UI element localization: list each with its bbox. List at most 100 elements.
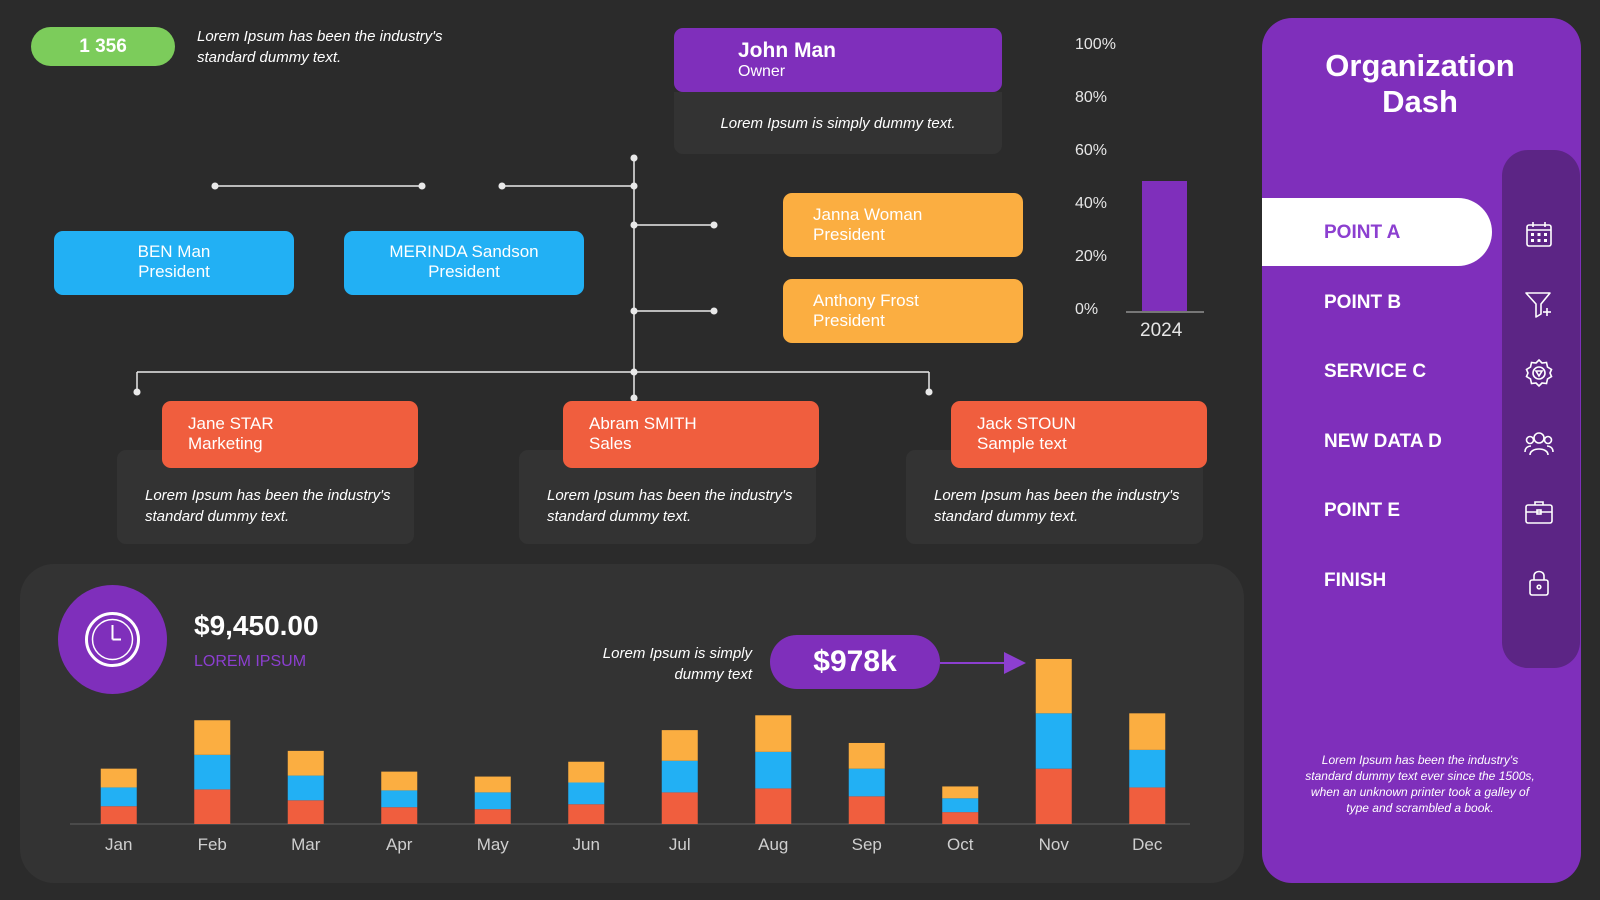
department-name: Jane STAR — [188, 414, 274, 433]
sidebar-item-finish[interactable]: FINISH — [1324, 570, 1387, 591]
x-tick-label: Jul — [669, 835, 691, 854]
mini-tick-label: 40% — [1075, 195, 1108, 212]
bar-nov-segment-3 — [1035, 658, 1072, 714]
bar-jul-segment-2 — [661, 760, 698, 793]
x-tick-label: Dec — [1132, 835, 1163, 854]
department-card-abram[interactable]: Abram SMITH Sales — [563, 401, 819, 468]
bar-jan-segment-2 — [100, 787, 137, 807]
bar-oct-segment-1 — [942, 812, 979, 824]
bar-apr-segment-1 — [381, 807, 418, 824]
president-card-ben[interactable]: BEN Man President — [54, 231, 294, 295]
mini-bar-2024 — [1142, 181, 1187, 311]
bar-aug-segment-3 — [755, 715, 792, 752]
x-tick-label: Apr — [386, 835, 413, 854]
monthly-stacked-chart: Jan Feb Mar Apr May Jun Jul Aug Sep Oct Nov Dec — [70, 658, 1190, 854]
bar-dec-segment-2 — [1129, 749, 1166, 788]
bar-oct-segment-2 — [942, 798, 979, 813]
department-card-jane[interactable]: Jane STAR Marketing — [162, 401, 418, 468]
president-name: Janna Woman — [813, 205, 923, 224]
x-tick-label: May — [477, 835, 510, 854]
mini-x-label: 2024 — [1140, 320, 1183, 341]
president-role: President — [138, 262, 210, 281]
department-role: Marketing — [188, 434, 263, 453]
bar-jul-segment-3 — [661, 730, 698, 761]
president-role: President — [813, 225, 885, 244]
x-tick-label: Feb — [198, 835, 227, 854]
calendar-icon[interactable] — [1523, 218, 1555, 250]
president-card-merinda[interactable]: MERINDA Sandson President — [344, 231, 584, 295]
clock-badge — [58, 585, 167, 694]
clock-icon — [85, 612, 140, 667]
bar-jun-segment-1 — [568, 804, 605, 824]
president-name: BEN Man — [137, 242, 211, 261]
bar-jul-segment-1 — [661, 792, 698, 824]
president-name: MERINDA Sandson — [389, 242, 539, 261]
president-card-anthony[interactable]: Anthony Frost President — [783, 279, 1023, 343]
bar-mar-segment-3 — [287, 750, 324, 776]
sidebar-item-point-a[interactable]: POINT A — [1324, 222, 1401, 243]
bar-dec-segment-1 — [1129, 787, 1166, 824]
bar-nov-segment-2 — [1035, 713, 1072, 769]
bar-may-segment-3 — [474, 776, 511, 793]
bar-jan-segment-1 — [100, 806, 137, 824]
mini-tick-label: 0% — [1075, 301, 1099, 318]
briefcase-icon[interactable] — [1523, 496, 1555, 528]
top-note: Lorem Ipsum has been the industry's stan… — [197, 28, 443, 66]
highlight-arrow — [940, 652, 1026, 674]
summary-amount: $9,450.00 — [194, 610, 319, 641]
bar-feb-segment-1 — [194, 789, 231, 824]
lock-icon[interactable] — [1523, 566, 1555, 598]
president-card-janna[interactable]: Janna Woman President — [783, 193, 1023, 257]
x-tick-label: Jan — [105, 835, 132, 854]
sidebar-item-service-c[interactable]: SERVICE C — [1324, 361, 1427, 382]
sidebar-item-point-b[interactable]: POINT B — [1324, 292, 1402, 313]
bar-aug-segment-1 — [755, 788, 792, 824]
x-tick-label: Oct — [947, 835, 974, 854]
x-tick-label: Nov — [1039, 835, 1070, 854]
x-tick-label: Mar — [291, 835, 321, 854]
sidebar-title: Organization Dash — [1325, 48, 1515, 119]
bar-may-segment-1 — [474, 809, 511, 824]
department-name: Abram SMITH — [589, 414, 697, 433]
owner-name: John Man — [738, 39, 836, 62]
bar-jan-segment-3 — [100, 768, 137, 788]
sidebar-active-highlight — [1262, 198, 1492, 266]
mini-tick-label: 80% — [1075, 89, 1108, 106]
bar-apr-segment-3 — [381, 771, 418, 791]
count-badge: 1 356 — [31, 27, 175, 66]
sidebar-icon-strip — [1502, 150, 1580, 668]
bar-mar-segment-2 — [287, 775, 324, 801]
department-card-jack[interactable]: Jack STOUN Sample text — [951, 401, 1207, 468]
mini-tick-label: 60% — [1075, 142, 1108, 159]
sidebar-footer-text: Lorem Ipsum has been the industry's stan… — [1305, 753, 1535, 815]
filter-add-icon[interactable] — [1523, 288, 1555, 320]
x-tick-label: Sep — [852, 835, 882, 854]
sidebar-item-new-data-d[interactable]: NEW DATA D — [1324, 431, 1442, 452]
owner-card[interactable]: John Man Owner — [674, 28, 1002, 92]
mini-chart: 100% 80% 60% 40% 20% 0% 2024 — [1072, 36, 1212, 346]
summary-amount-label: LOREM IPSUM — [194, 653, 307, 670]
highlight-value-badge: $978k — [770, 635, 940, 689]
bar-oct-segment-3 — [942, 786, 979, 799]
x-tick-label: Aug — [758, 835, 788, 854]
bar-jun-segment-2 — [568, 782, 605, 805]
mini-axis — [1126, 311, 1204, 313]
president-name: Anthony Frost — [813, 291, 919, 310]
org-connectors — [133, 154, 933, 402]
mini-tick-label: 20% — [1075, 248, 1108, 265]
department-role: Sales — [589, 434, 632, 453]
bar-mar-segment-1 — [287, 800, 324, 824]
gear-icon[interactable] — [1523, 357, 1555, 389]
bar-may-segment-2 — [474, 792, 511, 810]
bar-aug-segment-2 — [755, 751, 792, 789]
bar-dec-segment-3 — [1129, 713, 1166, 750]
bar-apr-segment-2 — [381, 790, 418, 808]
users-icon[interactable] — [1523, 427, 1555, 459]
bar-sep-segment-1 — [848, 796, 885, 824]
sidebar-item-point-e[interactable]: POINT E — [1324, 500, 1401, 521]
highlight-note: Lorem Ipsum is simply dummy text — [602, 645, 752, 683]
owner-description: Lorem Ipsum is simply dummy text. — [674, 92, 1002, 154]
department-role: Sample text — [977, 434, 1067, 453]
mini-tick-label: 100% — [1075, 36, 1116, 53]
bar-sep-segment-2 — [848, 768, 885, 797]
